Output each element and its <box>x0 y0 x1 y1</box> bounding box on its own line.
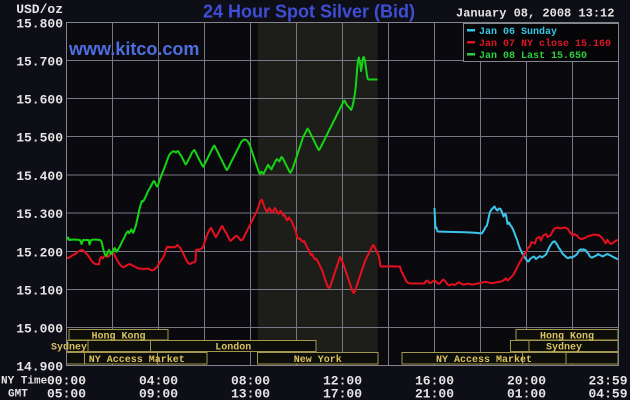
svg-text:14.900: 14.900 <box>16 360 63 375</box>
svg-text:15.000: 15.000 <box>16 322 63 337</box>
svg-text:12:00: 12:00 <box>323 374 362 389</box>
svg-text:London: London <box>215 342 251 354</box>
svg-text:GMT: GMT <box>8 389 28 400</box>
svg-text:04:00: 04:00 <box>139 374 178 389</box>
svg-text:NY Time: NY Time <box>1 376 48 388</box>
svg-text:04:59: 04:59 <box>588 387 627 400</box>
svg-text:01:00: 01:00 <box>507 387 546 400</box>
svg-text:15.400: 15.400 <box>16 169 63 184</box>
svg-text:15.100: 15.100 <box>16 284 63 299</box>
svg-text:Sydney: Sydney <box>51 342 87 354</box>
svg-text:15.800: 15.800 <box>16 17 63 32</box>
svg-text:Sydney: Sydney <box>546 342 582 354</box>
svg-text:Jan 08 Last 15.650: Jan 08 Last 15.650 <box>479 51 587 62</box>
svg-text:www.kitco.com: www.kitco.com <box>68 39 199 59</box>
svg-text:Hong Kong: Hong Kong <box>540 331 594 342</box>
svg-text:15.200: 15.200 <box>16 246 63 261</box>
svg-text:NY Access Market: NY Access Market <box>436 354 532 366</box>
svg-text:New York: New York <box>294 354 342 366</box>
svg-text:05:00: 05:00 <box>47 387 86 400</box>
svg-text:20:00: 20:00 <box>507 374 546 389</box>
svg-text:Jan 06 Sunday: Jan 06 Sunday <box>479 26 557 38</box>
svg-text:17:00: 17:00 <box>323 387 362 400</box>
svg-text:Hong Kong: Hong Kong <box>91 331 145 342</box>
svg-text:USD/oz: USD/oz <box>16 2 63 17</box>
svg-text:15.600: 15.600 <box>16 93 63 108</box>
svg-text:15.700: 15.700 <box>16 55 63 70</box>
svg-text:13:00: 13:00 <box>231 387 270 400</box>
svg-text:NY Access Market: NY Access Market <box>89 354 185 366</box>
svg-text:January 08, 2008 13:12: January 08, 2008 13:12 <box>456 7 614 21</box>
svg-text:15.500: 15.500 <box>16 131 63 146</box>
svg-text:16:00: 16:00 <box>415 374 454 389</box>
svg-text:08:00: 08:00 <box>231 374 270 389</box>
svg-text:21:00: 21:00 <box>415 387 454 400</box>
svg-text:00:00: 00:00 <box>47 374 86 389</box>
svg-text:23:59: 23:59 <box>588 374 627 389</box>
svg-text:Jan 07 NY close 15.160: Jan 07 NY close 15.160 <box>479 38 611 50</box>
svg-text:24 Hour Spot Silver (Bid): 24 Hour Spot Silver (Bid) <box>203 2 415 22</box>
svg-text:09:00: 09:00 <box>139 387 178 400</box>
svg-text:15.300: 15.300 <box>16 207 63 222</box>
